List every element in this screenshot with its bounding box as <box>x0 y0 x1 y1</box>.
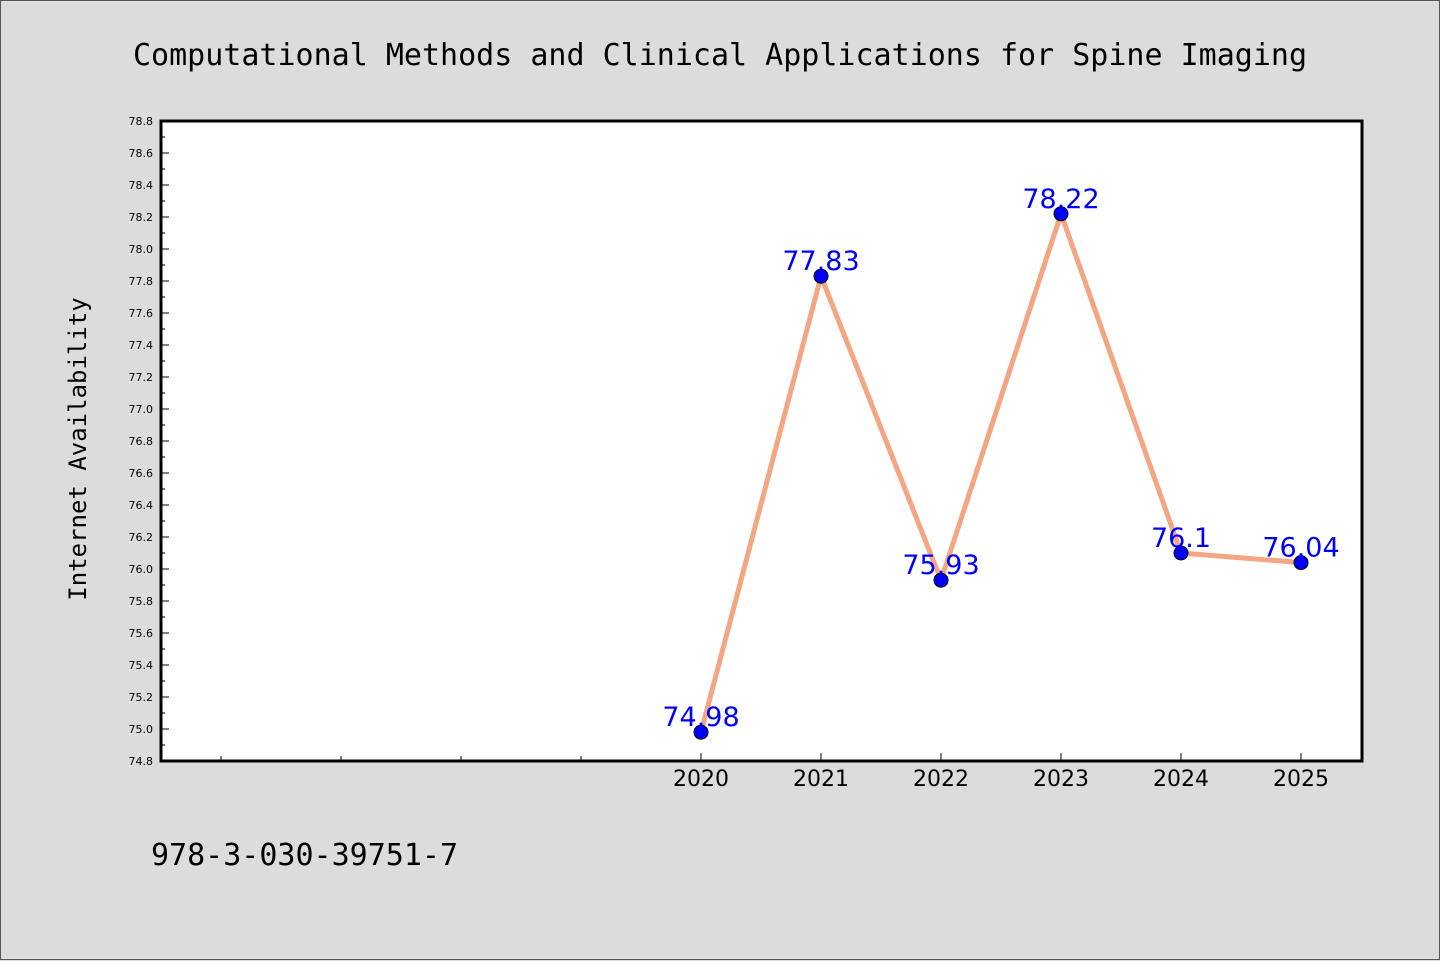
x-tick-label: 2022 <box>913 767 969 792</box>
y-tick-label: 78.2 <box>129 211 154 224</box>
data-label: 77.83 <box>782 246 859 277</box>
data-label: 78.22 <box>1022 184 1099 215</box>
y-tick-label: 76.0 <box>129 563 154 576</box>
y-tick-label: 75.6 <box>129 627 154 640</box>
y-tick-label: 75.8 <box>129 595 154 608</box>
x-axis: 2020 2021 2022 2023 2024 2025 <box>220 753 1329 792</box>
y-tick-label: 76.6 <box>129 467 154 480</box>
data-label: 76.1 <box>1151 523 1211 554</box>
data-point <box>813 268 829 284</box>
data-series: 74.98 77.83 75.93 78.22 76.1 76.04 <box>662 184 1340 740</box>
y-axis: 74.8 75.0 75.2 75.4 75.6 75.8 76.0 76.2 76.4 76.6… <box>129 115 169 768</box>
y-axis-label: Internet Availability <box>64 297 92 600</box>
y-tick-label: 78.6 <box>129 147 154 160</box>
y-tick-label: 76.2 <box>129 531 154 544</box>
data-point <box>1173 545 1189 561</box>
y-tick-label: 78.0 <box>129 243 154 256</box>
y-tick-label: 77.4 <box>129 339 154 352</box>
data-point <box>693 724 709 740</box>
y-tick-label: 74.8 <box>129 755 154 768</box>
series-line <box>698 211 1302 733</box>
y-tick-label: 75.0 <box>129 723 154 736</box>
y-tick-label: 75.4 <box>129 659 154 672</box>
x-tick-label: 2025 <box>1273 767 1329 792</box>
y-tick-label: 76.4 <box>129 499 154 512</box>
y-tick-label: 78.8 <box>129 115 154 128</box>
data-label: 74.98 <box>662 702 739 733</box>
y-tick-label: 77.6 <box>129 307 154 320</box>
data-point <box>1293 555 1309 571</box>
y-tick-label: 77.0 <box>129 403 154 416</box>
x-tick-label: 2021 <box>793 767 849 792</box>
y-tick-label: 75.2 <box>129 691 154 704</box>
data-point <box>933 572 949 588</box>
chart-title: Computational Methods and Clinical Appli… <box>133 38 1307 73</box>
y-tick-label: 76.8 <box>129 435 154 448</box>
data-label: 76.04 <box>1262 533 1339 564</box>
x-tick-label: 2023 <box>1033 767 1089 792</box>
data-label: 75.93 <box>902 550 979 581</box>
x-tick-label: 2020 <box>673 767 729 792</box>
y-tick-label: 77.2 <box>129 371 154 384</box>
x-tick-label: 2024 <box>1153 767 1209 792</box>
y-tick-label: 78.4 <box>129 179 154 192</box>
y-tick-label: 77.8 <box>129 275 154 288</box>
data-point <box>1053 206 1069 222</box>
isbn-text: 978-3-030-39751-7 <box>151 838 458 873</box>
plot-area <box>159 119 1364 763</box>
